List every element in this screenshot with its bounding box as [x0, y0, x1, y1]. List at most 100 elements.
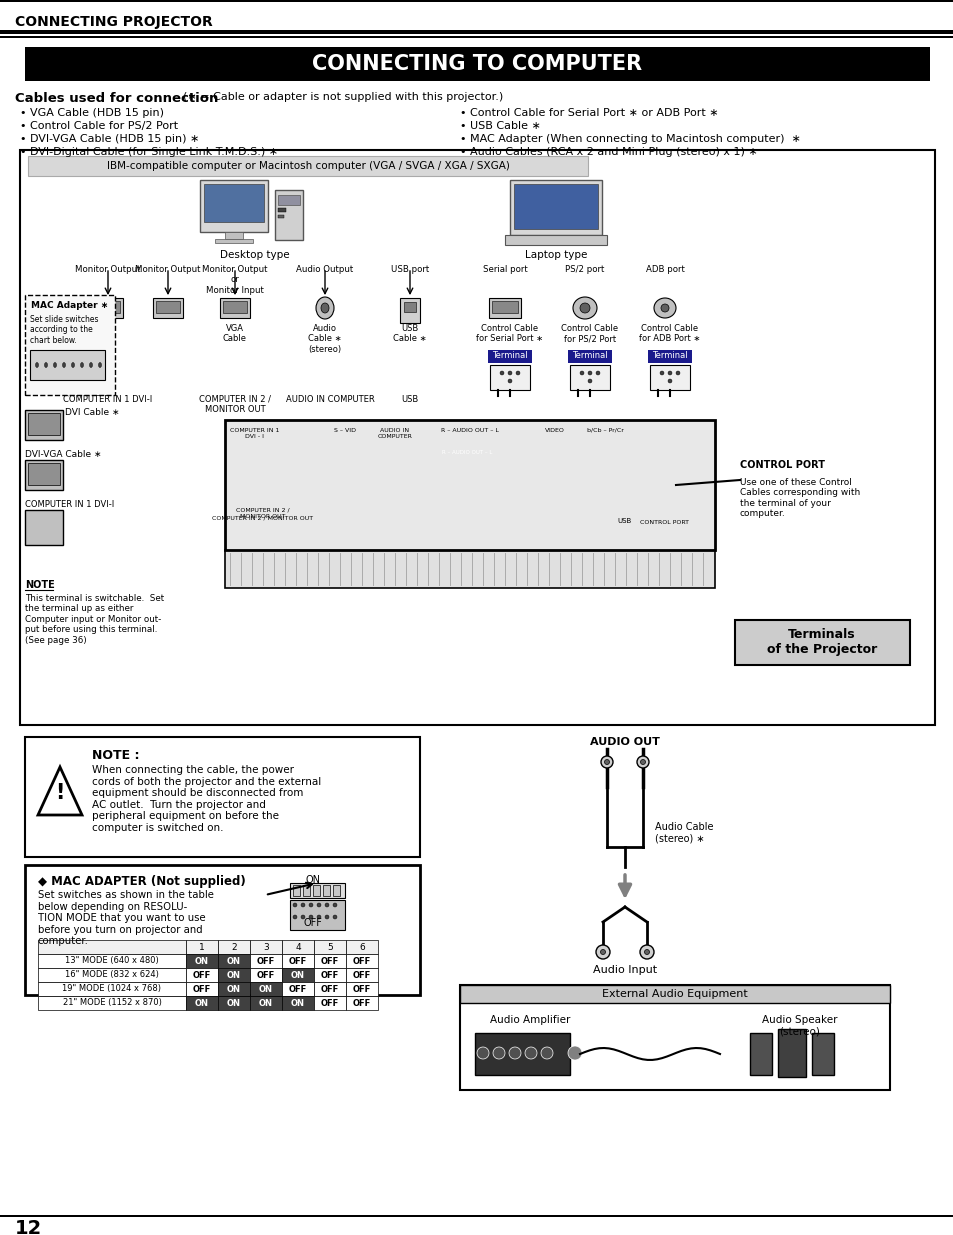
Text: ON: ON — [305, 876, 320, 885]
Ellipse shape — [493, 1047, 504, 1058]
Text: OFF: OFF — [353, 999, 371, 1008]
Polygon shape — [38, 767, 82, 815]
Ellipse shape — [476, 1047, 489, 1058]
Bar — [290, 883, 345, 898]
Ellipse shape — [654, 494, 676, 516]
Text: OFF: OFF — [320, 971, 338, 979]
Bar — [25, 737, 419, 857]
Text: • USB Cable ∗: • USB Cable ∗ — [459, 121, 540, 131]
Bar — [156, 301, 180, 312]
Ellipse shape — [596, 370, 599, 375]
Text: Terminal: Terminal — [492, 352, 527, 361]
Bar — [277, 207, 286, 212]
Bar — [250, 953, 282, 968]
Ellipse shape — [472, 452, 488, 468]
Ellipse shape — [567, 457, 582, 473]
Bar — [514, 184, 598, 228]
Text: Audio Output: Audio Output — [296, 266, 354, 274]
Ellipse shape — [333, 915, 336, 919]
Bar — [734, 620, 909, 664]
Ellipse shape — [516, 370, 519, 375]
Ellipse shape — [599, 950, 605, 955]
Text: USB: USB — [401, 395, 418, 404]
Bar — [20, 149, 934, 725]
Text: 6: 6 — [358, 942, 364, 951]
Bar — [0, 0, 953, 2]
Bar — [225, 550, 714, 588]
Bar — [277, 215, 284, 219]
Text: ON: ON — [194, 956, 209, 966]
Bar — [28, 463, 60, 485]
Text: COMPUTER IN 2 /
MONITOR OUT: COMPUTER IN 2 / MONITOR OUT — [199, 395, 271, 415]
Text: CONNECTING PROJECTOR: CONNECTING PROJECTOR — [15, 15, 213, 28]
Ellipse shape — [325, 915, 329, 919]
Text: AUDIO IN COMPUTER: AUDIO IN COMPUTER — [285, 395, 374, 404]
Bar — [225, 232, 243, 240]
Text: ON: ON — [291, 971, 305, 979]
Bar — [277, 195, 299, 205]
Bar — [303, 885, 310, 897]
Bar — [25, 864, 419, 995]
Bar — [38, 995, 186, 1010]
Text: OFF: OFF — [320, 956, 338, 966]
Text: • DVI-VGA Cable (HDB 15 pin) ∗: • DVI-VGA Cable (HDB 15 pin) ∗ — [20, 135, 199, 144]
Bar — [28, 156, 587, 177]
Text: IBM-compatible computer or Macintosh computer (VGA / SVGA / XGA / SXGA): IBM-compatible computer or Macintosh com… — [107, 161, 509, 170]
Ellipse shape — [309, 915, 313, 919]
Bar — [314, 982, 346, 995]
Bar — [0, 1215, 953, 1216]
Bar — [323, 885, 330, 897]
Text: Terminals
of the Projector: Terminals of the Projector — [766, 629, 876, 656]
Ellipse shape — [71, 363, 74, 368]
Bar — [218, 968, 250, 982]
Text: Desktop type: Desktop type — [220, 249, 290, 261]
Text: OFF: OFF — [353, 971, 371, 979]
Text: R – AUDIO OUT – L: R – AUDIO OUT – L — [441, 451, 492, 456]
Ellipse shape — [567, 1046, 581, 1060]
Text: OFF: OFF — [353, 984, 371, 993]
Text: Set slide switches
according to the
chart below.: Set slide switches according to the char… — [30, 315, 98, 345]
Text: USB
Cable ∗: USB Cable ∗ — [393, 324, 426, 343]
Bar — [346, 968, 377, 982]
Bar — [492, 301, 517, 312]
Bar — [234, 442, 275, 487]
Text: ◆ MAC ADAPTER (Not supplied): ◆ MAC ADAPTER (Not supplied) — [38, 876, 246, 888]
Text: VGA
Cable: VGA Cable — [223, 324, 247, 343]
Text: Audio
Cable ∗
(stereo): Audio Cable ∗ (stereo) — [308, 324, 341, 353]
Text: USB port: USB port — [391, 266, 429, 274]
Text: 16" MODE (832 x 624): 16" MODE (832 x 624) — [65, 971, 159, 979]
Text: 12: 12 — [15, 1219, 42, 1235]
Bar — [218, 995, 250, 1010]
Text: S – VID: S – VID — [334, 429, 355, 433]
Text: Monitor Output
or
Monitor Input: Monitor Output or Monitor Input — [202, 266, 268, 295]
Bar — [490, 366, 530, 390]
Bar — [293, 885, 299, 897]
Text: COMPUTER IN 2 /
MONITOR OUT: COMPUTER IN 2 / MONITOR OUT — [236, 508, 290, 519]
Text: This terminal is switchable.  Set
the terminal up as either
Computer input or Mo: This terminal is switchable. Set the ter… — [25, 594, 164, 645]
Ellipse shape — [573, 296, 597, 319]
Bar — [233, 495, 293, 513]
Bar — [811, 1032, 833, 1074]
Ellipse shape — [293, 903, 296, 906]
Bar — [314, 968, 346, 982]
Bar — [30, 350, 105, 380]
Bar — [510, 180, 601, 235]
Bar — [25, 410, 63, 440]
Bar — [439, 448, 495, 458]
Bar — [250, 940, 282, 953]
Bar — [186, 968, 218, 982]
Bar — [204, 184, 264, 222]
Bar — [290, 900, 345, 930]
Text: Terminal: Terminal — [652, 352, 687, 361]
Ellipse shape — [667, 370, 671, 375]
Text: Use one of these Control
Cables corresponding with
the terminal of your
computer: Use one of these Control Cables correspo… — [740, 478, 860, 519]
Ellipse shape — [309, 903, 313, 906]
Ellipse shape — [315, 296, 334, 319]
Text: Monitor Output: Monitor Output — [75, 266, 141, 274]
Bar — [313, 885, 319, 897]
Text: • DVI-Digital Cable (for Single Link T.M.D.S.) ∗: • DVI-Digital Cable (for Single Link T.M… — [20, 147, 278, 157]
Bar — [459, 986, 889, 1091]
Text: OFF: OFF — [320, 999, 338, 1008]
Ellipse shape — [325, 903, 329, 906]
Bar — [749, 1032, 771, 1074]
